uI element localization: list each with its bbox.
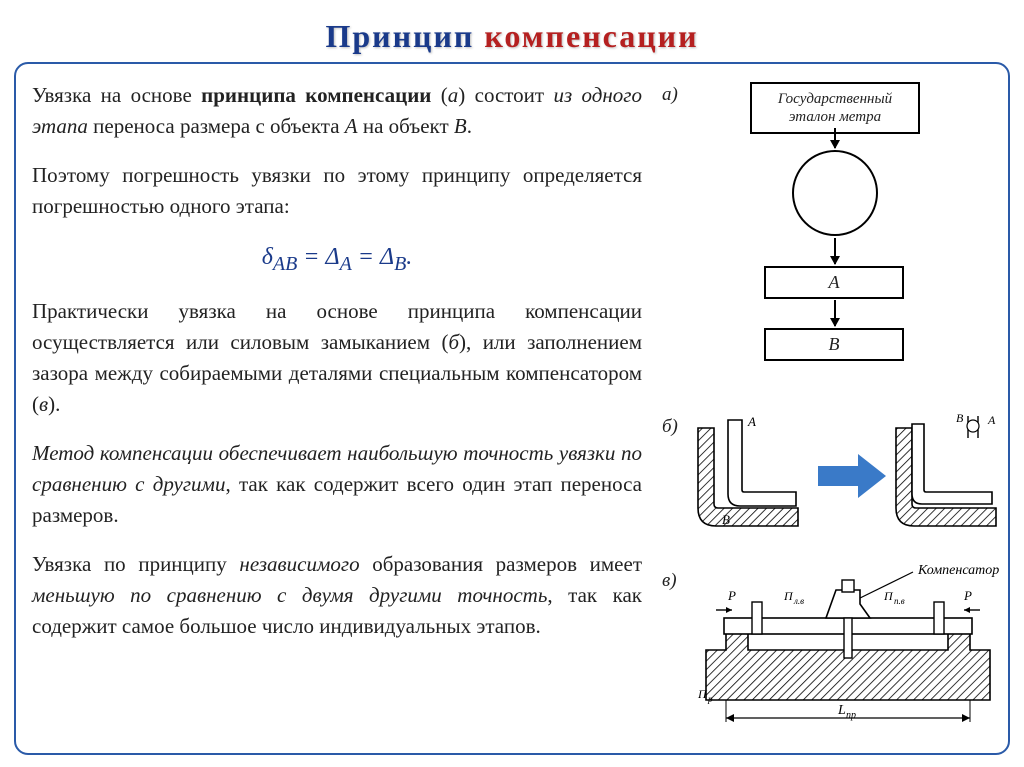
arrow-icon [834, 300, 836, 326]
arrow-icon [834, 238, 836, 264]
kompensator-label: Компенсатор [917, 563, 999, 578]
svg-text:L: L [837, 703, 846, 718]
svg-text:П: П [783, 589, 794, 603]
para-1: Увязка на основе принципа компенсации (а… [32, 80, 642, 142]
svg-text:B: B [722, 512, 730, 527]
box-a: A [764, 266, 904, 299]
para-4: Метод компенсации обеспечивает наибольшу… [32, 438, 642, 531]
title-word1: Принцип [325, 18, 474, 54]
svg-text:р: р [707, 694, 713, 704]
figure-v: Компенсатор Lпр P P Пл.в Пп.в Пр [688, 560, 1008, 730]
figure-a: Государственный эталон метра A B [720, 82, 950, 392]
figure-b: A B A B [688, 408, 1008, 538]
svg-text:п.в: п.в [894, 596, 905, 606]
label-a: а) [662, 84, 678, 106]
svg-text:П: П [697, 687, 708, 701]
para-5: Увязка по принципу независимого образова… [32, 549, 642, 642]
title-word2: компенсации [484, 18, 698, 54]
body-text: Увязка на основе принципа компенсации (а… [32, 80, 642, 660]
circle-node [792, 150, 878, 236]
svg-text:л.в: л.в [793, 596, 804, 606]
formula: δAB = ΔA = ΔB. [32, 240, 642, 279]
box-b: B [764, 328, 904, 361]
svg-text:A: A [747, 414, 756, 429]
etalon-box: Государственный эталон метра [750, 82, 920, 134]
svg-text:пр: пр [846, 710, 856, 721]
para-2: Поэтому погрешность увязки по этому прин… [32, 160, 642, 222]
svg-text:P: P [727, 588, 736, 603]
svg-text:B: B [956, 411, 964, 425]
svg-text:П: П [883, 589, 894, 603]
label-v: в) [662, 570, 677, 592]
para-3: Практически увязка на основе принципа ко… [32, 296, 642, 420]
label-b: б) [662, 416, 678, 438]
svg-text:A: A [987, 413, 996, 427]
arrow-icon [834, 128, 836, 148]
svg-text:P: P [963, 588, 972, 603]
